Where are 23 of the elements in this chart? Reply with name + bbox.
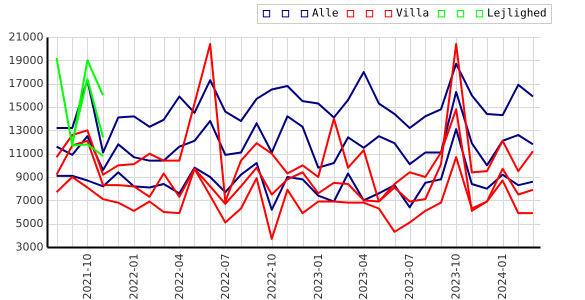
y-tick-label: 3000 <box>16 240 44 254</box>
x-tick-label: 2023-04 <box>357 254 370 300</box>
x-tick-label: 2023-07 <box>403 254 416 300</box>
y-tick-label: 9000 <box>16 170 44 184</box>
y-tick-label: 19000 <box>8 54 44 67</box>
legend-label: Lejlighed <box>487 6 547 20</box>
y-tick-label: 17000 <box>8 77 44 90</box>
y-tick-label: 11000 <box>8 147 44 160</box>
x-tick-label: 2023-10 <box>450 254 463 300</box>
y-tick-label: 13000 <box>8 124 44 137</box>
x-tick-label: 2023-01 <box>312 254 325 300</box>
x-tick-label: 2022-01 <box>127 254 140 300</box>
x-tick-label: 2022-07 <box>218 254 232 300</box>
x-tick-label: 2021-10 <box>80 254 94 300</box>
x-tick-label: 2022-04 <box>172 254 186 300</box>
legend-label: Villa <box>396 6 430 20</box>
y-tick-label: 21000 <box>8 30 44 44</box>
y-tick-label: 7000 <box>16 194 44 207</box>
y-tick-label: 5000 <box>16 217 44 230</box>
x-tick-label: 2022-10 <box>265 254 278 300</box>
legend-label: Alle <box>312 6 338 20</box>
y-tick-label: 15000 <box>8 100 44 114</box>
x-tick-label: 2024-01 <box>496 254 510 300</box>
